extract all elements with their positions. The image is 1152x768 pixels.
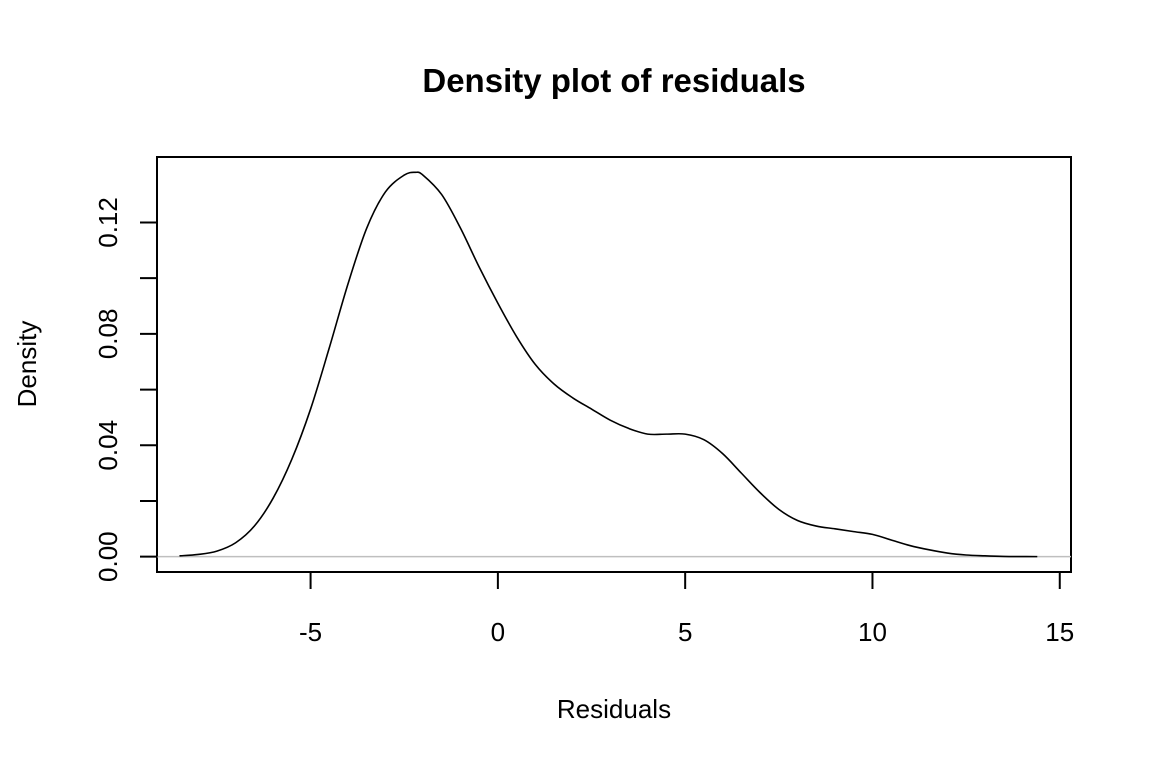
x-axis-label: Residuals bbox=[557, 694, 671, 724]
chart-title: Density plot of residuals bbox=[422, 62, 805, 99]
x-axis: -5 0 5 10 15 bbox=[299, 571, 1074, 647]
y-tick-label: 0.00 bbox=[93, 531, 123, 582]
x-tick-label: 5 bbox=[678, 617, 692, 647]
y-axis: 0.00 0.04 0.08 0.12 bbox=[93, 197, 158, 582]
plot-frame bbox=[156, 156, 1072, 573]
y-tick-label: 0.04 bbox=[93, 420, 123, 471]
y-tick-label: 0.08 bbox=[93, 309, 123, 360]
line-layer bbox=[179, 171, 1038, 558]
x-tick-label: -5 bbox=[299, 617, 322, 647]
x-tick-label: 10 bbox=[858, 617, 887, 647]
x-tick-label: 15 bbox=[1045, 617, 1074, 647]
y-tick-label: 0.12 bbox=[93, 197, 123, 248]
x-tick-label: 0 bbox=[491, 617, 505, 647]
density-curve-0 bbox=[179, 171, 1038, 558]
y-axis-label: Density bbox=[12, 321, 42, 408]
